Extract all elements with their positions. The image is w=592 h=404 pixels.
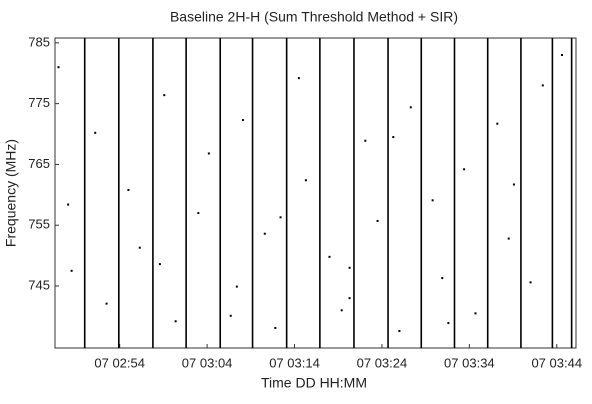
flag-point [463,168,466,171]
flag-point [512,183,515,186]
chart-title: Baseline 2H-H (Sum Threshold Method + SI… [170,9,458,25]
x-tick-label: 07 03:24 [357,355,408,370]
y-tick-label: 755 [28,217,50,232]
x-axis-label: Time DD HH:MM [261,375,367,391]
flag-point [348,266,351,269]
flag-point [57,66,60,69]
flag-point [158,263,161,266]
flag-point [474,312,477,315]
flag-point [70,269,73,272]
y-tick-label: 775 [28,95,50,110]
flag-point [431,199,434,202]
flag-point [328,255,331,258]
flag-point [392,136,395,139]
flag-point [348,297,351,300]
flag-point [241,119,244,122]
flag-point [529,281,532,284]
plot-frame [54,37,577,349]
x-tick-label: 07 03:44 [531,355,582,370]
flag-point [163,94,166,97]
flag-point [364,139,367,142]
flag-point [541,84,544,87]
flag-point [447,322,450,325]
flag-point [229,314,232,317]
flag-point [561,54,564,57]
flag-point [207,152,210,155]
flag-point [67,203,70,206]
flag-point [105,302,108,305]
flag-point [409,106,412,109]
flag-point [127,188,130,191]
flag-point [279,216,282,219]
x-tick-label: 07 03:14 [269,355,320,370]
flag-point [496,122,499,125]
y-tick-label: 785 [28,34,50,49]
x-tick-label: 07 03:04 [182,355,233,370]
flag-point [507,237,510,240]
flag-point [340,309,343,312]
y-tick-label: 745 [28,277,50,292]
x-tick-label: 07 02:54 [94,355,145,370]
flag-point [398,329,401,332]
flag-point [297,77,300,80]
flag-point [263,232,266,235]
flag-point [138,246,141,249]
y-tick-label: 765 [28,156,50,171]
flag-point [304,179,307,182]
flag-point [274,326,277,329]
flag-point [94,131,97,134]
flag-point [376,219,379,222]
y-axis-label: Frequency (MHz) [3,139,19,247]
flag-point [197,212,200,215]
flag-point [174,320,177,323]
flag-point [235,285,238,288]
flag-point [441,277,444,280]
x-tick-label: 07 03:34 [444,355,495,370]
